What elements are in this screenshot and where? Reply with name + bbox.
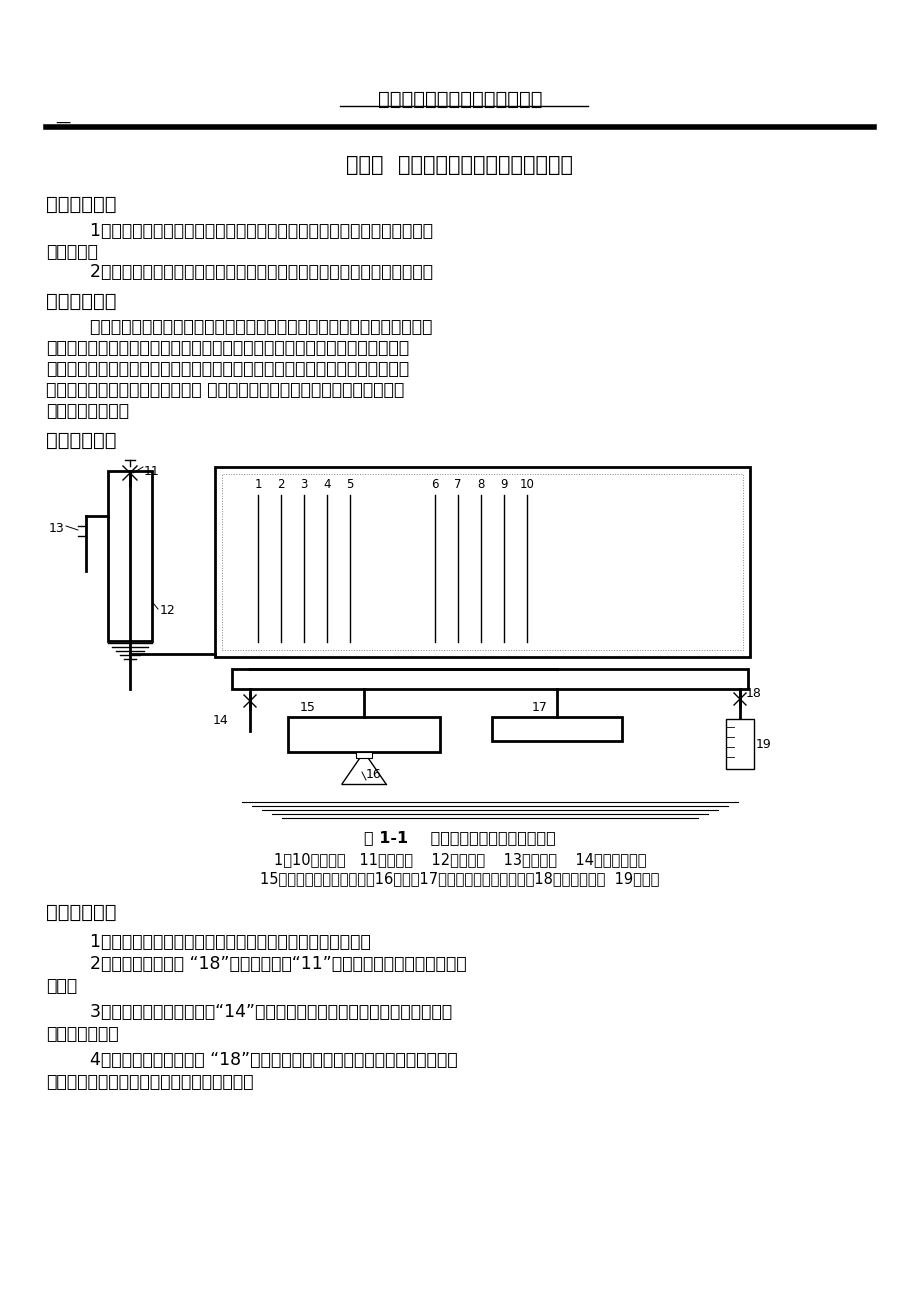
Bar bbox=[215, 467, 749, 658]
Text: 15－水平单向渗流管（粗）16－支枖17－水平单向渗流管（细）18－出口控制阀  19－量筒: 15－水平单向渗流管（粗）16－支枖17－水平单向渗流管（细）18－出口控制阀 … bbox=[260, 871, 659, 885]
Bar bbox=[356, 753, 371, 758]
Text: 二、实验原理: 二、实验原理 bbox=[46, 292, 117, 311]
Text: 降落情况。: 降落情况。 bbox=[46, 243, 97, 260]
Bar bbox=[108, 471, 152, 641]
Text: —: — bbox=[55, 115, 70, 130]
Text: 填砂管的渗透率。: 填砂管的渗透率。 bbox=[46, 402, 129, 421]
Text: 一、实验目的: 一、实验目的 bbox=[46, 195, 117, 214]
Text: 2、关闭出口控制阀 “18”，打开供液阀“11”，打开管道泵电源，向供液筒: 2、关闭出口控制阀 “18”，打开供液阀“11”，打开管道泵电源，向供液筒 bbox=[46, 954, 466, 973]
Text: 1、记录渗流管长度、渗流管直径、测压管间距等相关数据。: 1、记录渗流管长度、渗流管直径、测压管间距等相关数据。 bbox=[46, 934, 370, 950]
Text: 16: 16 bbox=[366, 767, 381, 780]
Text: 12: 12 bbox=[160, 604, 176, 617]
Text: 8: 8 bbox=[477, 478, 484, 491]
Bar bbox=[492, 717, 621, 741]
Text: 18: 18 bbox=[745, 687, 761, 700]
Text: 值，可绘制压力随位置的变化曲线 根据一维单相稳定渗流方程的解并计算两段: 值，可绘制压力随位置的变化曲线 根据一维单相稳定渗流方程的解并计算两段 bbox=[46, 381, 403, 398]
Text: 4: 4 bbox=[323, 478, 331, 491]
Text: 5: 5 bbox=[346, 478, 353, 491]
Text: 1: 1 bbox=[254, 478, 262, 491]
Text: 1、本实验采用的是变截面两段均质模型，通过实验观察不同段的不同压力: 1、本实验采用的是变截面两段均质模型，通过实验观察不同段的不同压力 bbox=[46, 223, 433, 240]
Text: 9: 9 bbox=[500, 478, 507, 491]
Text: 2、进一步加深对达西定律的深入理解，并了解它的适用范围及其局限性。: 2、进一步加深对达西定律的深入理解，并了解它的适用范围及其局限性。 bbox=[46, 263, 433, 281]
Text: 10: 10 bbox=[519, 478, 534, 491]
Text: 用量筒、秒表测量渗流液体流量，重复三次。: 用量筒、秒表测量渗流液体流量，重复三次。 bbox=[46, 1073, 254, 1091]
Text: 同一水平面上。: 同一水平面上。 bbox=[46, 1025, 119, 1043]
Bar bbox=[221, 474, 743, 650]
Text: 1～10－测压管   11－供液阀    12－供液筒    13－溢流管    14－供液控制阀: 1～10－测压管 11－供液阀 12－供液筒 13－溢流管 14－供液控制阀 bbox=[274, 852, 645, 867]
Text: 3、打开并调节供液控制阀“14”，使各测压管液面与供液筒内的液面保持在: 3、打开并调节供液控制阀“14”，使各测压管液面与供液筒内的液面保持在 bbox=[46, 1003, 451, 1021]
Text: 7: 7 bbox=[454, 478, 461, 491]
Text: 19: 19 bbox=[755, 737, 771, 750]
Text: 11: 11 bbox=[144, 465, 160, 478]
Text: 注水。: 注水。 bbox=[46, 976, 77, 995]
Text: 管两端恒定压力，改变出口端流量，在稳定条件下测量填砂管不同位置处的压力: 管两端恒定压力，改变出口端流量，在稳定条件下测量填砂管不同位置处的压力 bbox=[46, 359, 409, 378]
Text: 2: 2 bbox=[277, 478, 285, 491]
Bar bbox=[288, 717, 439, 753]
Text: 6: 6 bbox=[431, 478, 438, 491]
Text: 14: 14 bbox=[212, 715, 228, 728]
Text: 图 1-1    一维单相稳定渗流实验流程图: 图 1-1 一维单相稳定渗流实验流程图 bbox=[364, 829, 555, 845]
Text: 4、稍微打开出口控制阀 “18”，待渗流稳定后，记录各测压管的液面高度，: 4、稍微打开出口控制阀 “18”，待渗流稳定后，记录各测压管的液面高度， bbox=[46, 1051, 457, 1069]
Text: 3: 3 bbox=[300, 478, 307, 491]
Text: 15: 15 bbox=[300, 700, 315, 713]
Bar bbox=[725, 719, 754, 769]
Text: 四、实验步骤: 四、实验步骤 bbox=[46, 904, 117, 922]
Text: 三、实验流程: 三、实验流程 bbox=[46, 431, 117, 450]
Text: 在模型中的流动模拟水平均质地层中不可压缩流体单向稳定渗流过程。保持填砂: 在模型中的流动模拟水平均质地层中不可压缩流体单向稳定渗流过程。保持填砂 bbox=[46, 339, 409, 357]
Text: 实验一  不可压缩流体单向稳定渗流实验: 实验一 不可压缩流体单向稳定渗流实验 bbox=[346, 155, 573, 174]
Text: 17: 17 bbox=[531, 700, 548, 713]
Text: 一维单相渗流实验以稳定渗流理论为基础，采用变直径填砂管模型，以流体: 一维单相渗流实验以稳定渗流理论为基础，采用变直径填砂管模型，以流体 bbox=[46, 318, 432, 336]
Text: 13: 13 bbox=[48, 522, 64, 535]
Bar bbox=[232, 669, 747, 689]
Text: 中国石油大学渗流力学实验报告: 中国石油大学渗流力学实验报告 bbox=[378, 90, 541, 109]
